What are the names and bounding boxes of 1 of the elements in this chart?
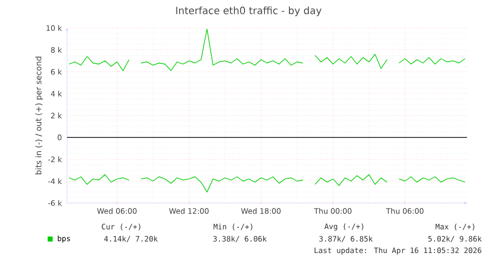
chart-title: Interface eth0 traffic - by day [176, 6, 322, 16]
